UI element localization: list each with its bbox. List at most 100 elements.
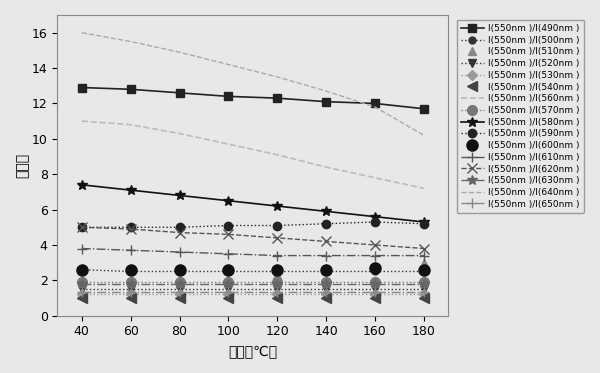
Line: I(550nm )/I(500nm ): I(550nm )/I(500nm ) [79,266,427,275]
Line: I(550nm )/I(640nm ): I(550nm )/I(640nm ) [82,33,424,135]
I(550nm )/I(610nm ) [322,253,329,258]
I(550nm )/I(530nm ) [274,292,281,297]
I(550nm )/I(540nm ) [225,296,232,300]
I(550nm )/I(530nm ) [78,292,85,297]
I(550nm )/I(530nm ) [371,292,379,297]
I(550nm )/I(640nm ) [78,31,85,35]
I(550nm )/I(640nm ) [127,39,134,44]
I(550nm )/I(540nm ) [78,296,85,300]
I(550nm )/I(560nm ) [78,119,85,123]
I(550nm )/I(620nm ) [78,225,85,229]
I(550nm )/I(650nm ) [274,289,281,294]
I(550nm )/I(560nm ) [176,131,183,136]
I(550nm )/I(630nm ) [176,282,183,286]
I(550nm )/I(640nm ) [274,75,281,79]
I(550nm )/I(630nm ) [371,282,379,286]
I(550nm )/I(650nm ) [371,289,379,294]
I(550nm )/I(630nm ) [127,282,134,286]
I(550nm )/I(590nm ) [371,220,379,224]
Line: I(550nm )/I(570nm ): I(550nm )/I(570nm ) [77,277,428,287]
I(550nm )/I(520nm ) [225,287,232,291]
Line: I(550nm )/I(620nm ): I(550nm )/I(620nm ) [77,222,428,253]
I(550nm )/I(510nm ) [78,291,85,295]
I(550nm )/I(610nm ) [274,253,281,258]
Line: I(550nm )/I(540nm ): I(550nm )/I(540nm ) [77,293,428,303]
I(550nm )/I(600nm ) [274,267,281,272]
I(550nm )/I(530nm ) [176,292,183,297]
I(550nm )/I(510nm ) [420,260,427,265]
I(550nm )/I(510nm ) [127,287,134,291]
I(550nm )/I(580nm ) [176,193,183,198]
I(550nm )/I(600nm ) [322,267,329,272]
Line: I(550nm )/I(600nm ): I(550nm )/I(600nm ) [76,262,430,275]
I(550nm )/I(530nm ) [322,292,329,297]
I(550nm )/I(590nm ) [225,223,232,228]
I(550nm )/I(510nm ) [225,278,232,283]
I(550nm )/I(510nm ) [322,267,329,272]
Line: I(550nm )/I(560nm ): I(550nm )/I(560nm ) [82,121,424,188]
Line: I(550nm )/I(650nm ): I(550nm )/I(650nm ) [77,287,428,297]
X-axis label: 温度（℃）: 温度（℃） [228,344,277,358]
I(550nm )/I(490nm ) [225,94,232,98]
Line: I(550nm )/I(630nm ): I(550nm )/I(630nm ) [77,279,428,289]
I(550nm )/I(630nm ) [78,282,85,286]
I(550nm )/I(610nm ) [420,253,427,258]
I(550nm )/I(500nm ) [371,269,379,274]
I(550nm )/I(560nm ) [322,165,329,169]
I(550nm )/I(580nm ) [322,209,329,214]
I(550nm )/I(630nm ) [274,282,281,286]
I(550nm )/I(520nm ) [371,287,379,291]
I(550nm )/I(570nm ) [78,280,85,284]
I(550nm )/I(570nm ) [225,280,232,284]
I(550nm )/I(600nm ) [371,266,379,270]
I(550nm )/I(490nm ) [127,87,134,91]
I(550nm )/I(520nm ) [78,287,85,291]
I(550nm )/I(490nm ) [371,101,379,106]
I(550nm )/I(620nm ) [420,246,427,251]
I(550nm )/I(610nm ) [78,246,85,251]
I(550nm )/I(520nm ) [420,287,427,291]
I(550nm )/I(490nm ) [322,100,329,104]
I(550nm )/I(610nm ) [225,251,232,256]
I(550nm )/I(560nm ) [274,153,281,157]
I(550nm )/I(510nm ) [274,273,281,277]
I(550nm )/I(540nm ) [176,296,183,300]
I(550nm )/I(640nm ) [176,50,183,54]
I(550nm )/I(640nm ) [420,133,427,138]
I(550nm )/I(590nm ) [322,222,329,226]
I(550nm )/I(570nm ) [322,280,329,284]
I(550nm )/I(540nm ) [322,296,329,300]
I(550nm )/I(570nm ) [420,280,427,284]
I(550nm )/I(570nm ) [127,280,134,284]
I(550nm )/I(640nm ) [371,105,379,109]
Legend: I(550nm )/I(490nm ), I(550nm )/I(500nm ), I(550nm )/I(510nm ), I(550nm )/I(520nm: I(550nm )/I(490nm ), I(550nm )/I(500nm )… [457,19,584,213]
I(550nm )/I(570nm ) [176,280,183,284]
I(550nm )/I(650nm ) [322,289,329,294]
I(550nm )/I(500nm ) [127,269,134,274]
I(550nm )/I(590nm ) [127,225,134,229]
I(550nm )/I(500nm ) [322,269,329,274]
I(550nm )/I(640nm ) [225,62,232,67]
I(550nm )/I(540nm ) [420,296,427,300]
Y-axis label: 强度比: 强度比 [15,153,29,178]
I(550nm )/I(590nm ) [176,225,183,229]
I(550nm )/I(620nm ) [225,232,232,236]
I(550nm )/I(510nm ) [176,282,183,286]
I(550nm )/I(560nm ) [225,142,232,146]
Line: I(550nm )/I(580nm ): I(550nm )/I(580nm ) [77,180,428,227]
I(550nm )/I(610nm ) [176,250,183,254]
I(550nm )/I(570nm ) [274,280,281,284]
Line: I(550nm )/I(510nm ): I(550nm )/I(510nm ) [77,258,428,297]
I(550nm )/I(650nm ) [78,289,85,294]
I(550nm )/I(560nm ) [420,186,427,191]
I(550nm )/I(490nm ) [78,85,85,90]
I(550nm )/I(500nm ) [176,269,183,274]
I(550nm )/I(560nm ) [371,176,379,180]
I(550nm )/I(560nm ) [127,122,134,127]
I(550nm )/I(540nm ) [371,296,379,300]
I(550nm )/I(610nm ) [371,253,379,258]
I(550nm )/I(600nm ) [176,267,183,272]
Line: I(550nm )/I(520nm ): I(550nm )/I(520nm ) [77,285,428,293]
I(550nm )/I(600nm ) [127,267,134,272]
I(550nm )/I(500nm ) [225,269,232,274]
